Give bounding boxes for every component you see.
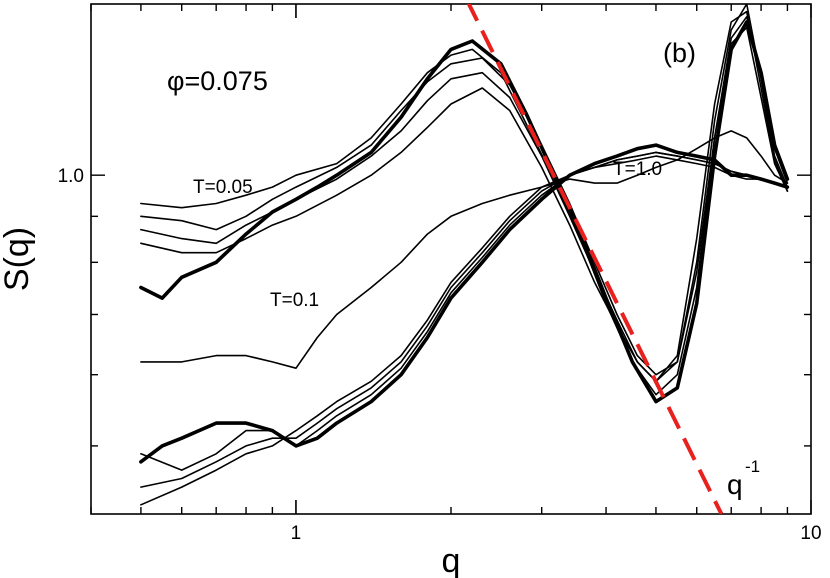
annotation-t01: T=0.1 xyxy=(270,290,319,311)
tick-labels: 1 10 1.0 xyxy=(58,166,822,544)
y-axis-label: S(q) xyxy=(0,227,36,291)
series-line-4 xyxy=(140,26,789,383)
x-tick-label: 10 xyxy=(800,523,821,544)
x-axis-label: q xyxy=(442,542,461,578)
y-tick-label: 1.0 xyxy=(58,166,84,187)
annotation-t10: T=1.0 xyxy=(613,159,662,180)
phi-label: φ=0.075 xyxy=(167,66,268,96)
panel-label: (b) xyxy=(663,38,696,68)
power-law-exponent: -1 xyxy=(745,457,760,476)
series-layer xyxy=(139,4,790,514)
series-line-0 xyxy=(139,20,790,404)
series-line-9 xyxy=(140,130,789,369)
x-tick-label: 1 xyxy=(291,523,302,544)
series-line-8 xyxy=(140,151,789,506)
series-line-3 xyxy=(140,10,789,383)
reference-line xyxy=(466,4,724,514)
series-line-5 xyxy=(139,143,790,464)
series-line-2 xyxy=(140,4,789,376)
annotation-t005: T=0.05 xyxy=(193,177,253,198)
power-law-label: q xyxy=(727,469,743,500)
axis-ticks xyxy=(90,4,812,514)
